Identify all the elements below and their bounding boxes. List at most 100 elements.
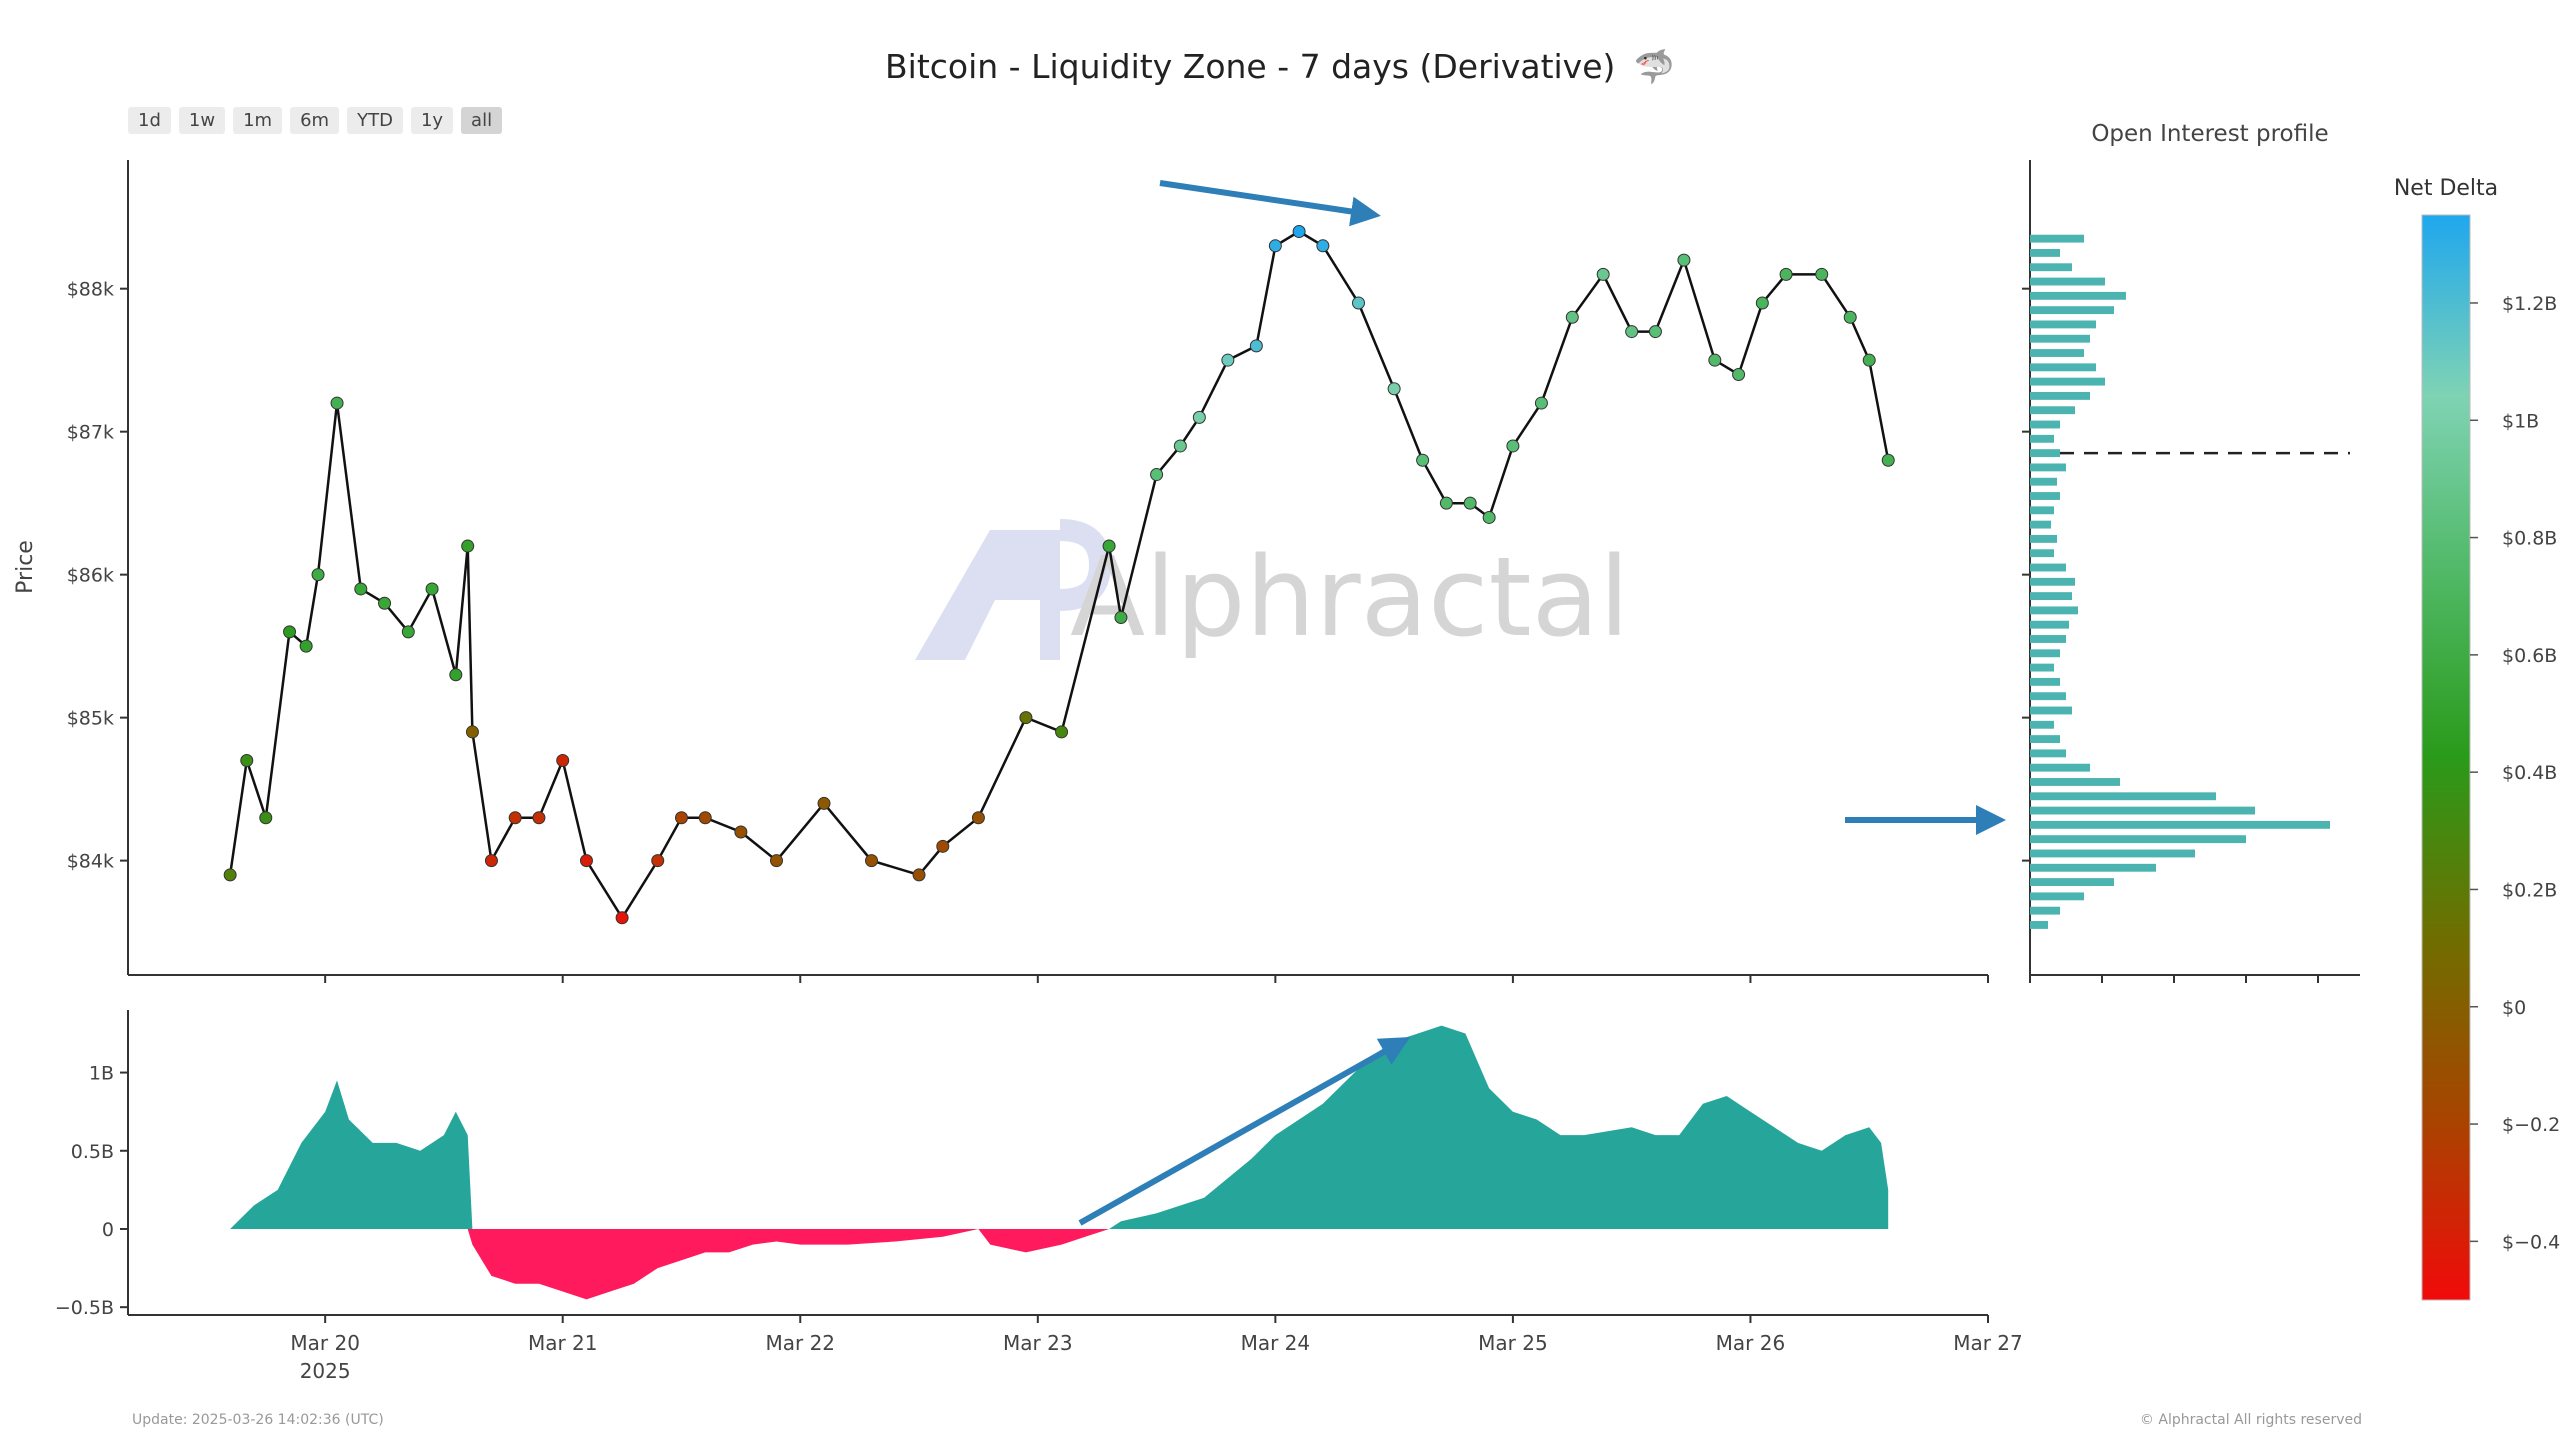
range-button-1y[interactable]: 1y: [410, 107, 454, 134]
price-point: [299, 639, 313, 653]
oi-bar: [2030, 620, 2069, 629]
oi-profile-title: Open Interest profile: [2091, 121, 2328, 147]
delta-y-tick-label: −0.5B: [55, 1297, 114, 1319]
oi-bar: [2030, 477, 2057, 486]
price-point: [1534, 396, 1548, 410]
oi-bar: [2030, 778, 2120, 786]
chart-title-text: Bitcoin - Liquidity Zone - 7 days (Deriv…: [885, 47, 1615, 86]
time-x-tick-label: Mar 21: [528, 1331, 598, 1355]
price-point: [1416, 453, 1430, 467]
oi-bar: [2030, 549, 2054, 558]
oi-bar: [2030, 663, 2054, 672]
price-point: [311, 568, 325, 582]
oi-bar: [2030, 563, 2066, 572]
oi-bar: [2030, 921, 2048, 929]
price-point: [425, 582, 439, 596]
colorbar-tick-label: $1B: [2502, 410, 2539, 432]
delta-y-tick-label: 1B: [89, 1063, 114, 1085]
range-button-all[interactable]: all: [461, 107, 503, 134]
oi-bar: [2030, 706, 2072, 715]
price-point: [651, 854, 665, 868]
oi-bar: [2030, 420, 2060, 429]
oi-bar: [2030, 363, 2096, 372]
price-point: [1677, 253, 1691, 267]
colorbar-title: Net Delta: [2394, 176, 2498, 201]
price-point: [283, 625, 297, 639]
price-point: [1192, 410, 1206, 424]
price-point: [734, 825, 748, 839]
oi-bar: [2030, 492, 2060, 500]
oi-bar: [2030, 735, 2060, 744]
price-point: [484, 854, 498, 868]
oi-bar: [2030, 806, 2255, 815]
price-point: [449, 668, 463, 682]
oi-bar: [2030, 820, 2330, 829]
oi-bar: [2030, 892, 2084, 901]
price-y-tick-label: $84k: [67, 851, 114, 873]
price-point: [674, 811, 688, 825]
price-y-tick-label: $85k: [67, 708, 114, 730]
range-selector: 1d 1w 1m 6m YTD 1y all: [128, 107, 503, 134]
oi-bar: [2030, 534, 2057, 543]
price-point: [1102, 539, 1116, 553]
footer-copyright: © Alphractal All rights reserved: [2140, 1412, 2362, 1428]
shark-icon: 🦈: [1634, 47, 1675, 86]
range-button-ytd[interactable]: YTD: [347, 107, 403, 134]
time-x-tick-label: 2025: [300, 1359, 351, 1383]
footer-update: Update: 2025-03-26 14:02:36 (UTC): [132, 1412, 384, 1428]
watermark-logo: [915, 530, 1060, 660]
oi-bar: [2030, 463, 2066, 472]
price-point: [1463, 496, 1477, 510]
price-point: [240, 754, 254, 768]
delta-y-tick-label: 0.5B: [71, 1141, 114, 1163]
oi-profile-panel: [2022, 160, 2360, 983]
price-y-tick-label: $86k: [67, 565, 114, 587]
range-button-1d[interactable]: 1d: [128, 107, 171, 134]
oi-bar: [2030, 234, 2084, 243]
price-point: [1316, 239, 1330, 253]
oi-bar: [2030, 520, 2051, 529]
price-point: [1648, 325, 1662, 339]
price-point: [1439, 496, 1453, 510]
net-delta-panel: 1B 0.5B 0 −0.5B Mar 20 2025 Mar 21 Mar 22 Mar 23…: [55, 1010, 2023, 1383]
oi-bar: [2030, 592, 2072, 601]
colorbar-tick-label: $0.4B: [2502, 762, 2557, 784]
oi-bar: [2030, 277, 2105, 286]
colorbar: Net Delta $1.2B $1B $0.8B $0.6B $0.4B $0.2B $0 $…: [2394, 176, 2560, 1301]
oi-bar: [2030, 377, 2105, 386]
colorbar-gradient: [2421, 214, 2471, 1301]
range-button-1m[interactable]: 1m: [233, 107, 283, 134]
price-point: [1779, 267, 1793, 281]
colorbar-tick-label: $0: [2502, 997, 2526, 1019]
oi-bar: [2030, 720, 2054, 729]
oi-bar: [2030, 320, 2096, 329]
price-point: [698, 811, 712, 825]
price-point: [556, 754, 570, 768]
price-point: [259, 811, 273, 825]
oi-bar: [2030, 577, 2075, 586]
oi-bar: [2030, 749, 2066, 758]
price-panel: Price $84k $85k $86k $87k $88k: [13, 160, 1989, 983]
price-point: [1055, 725, 1069, 739]
price-point: [1755, 296, 1769, 310]
price-point: [615, 911, 629, 925]
oi-bar: [2030, 349, 2084, 357]
oi-bar: [2030, 406, 2075, 415]
time-x-tick-label: Mar 22: [765, 1331, 835, 1355]
oi-bar: [2030, 449, 2060, 458]
oi-bar: [2030, 649, 2060, 658]
oi-bar: [2030, 334, 2090, 343]
oi-bar: [2030, 306, 2114, 315]
oi-bar: [2030, 906, 2060, 915]
time-x-tick-label: Mar 20: [290, 1331, 360, 1355]
oi-bar: [2030, 863, 2156, 872]
range-button-1w[interactable]: 1w: [178, 107, 226, 134]
price-point: [223, 868, 237, 882]
price-point: [1268, 239, 1282, 253]
price-point: [971, 811, 985, 825]
price-point: [1292, 224, 1306, 238]
watermark: Alphractal: [915, 519, 1630, 661]
oi-bar: [2030, 391, 2090, 400]
range-button-6m[interactable]: 6m: [290, 107, 340, 134]
price-point: [461, 539, 475, 553]
